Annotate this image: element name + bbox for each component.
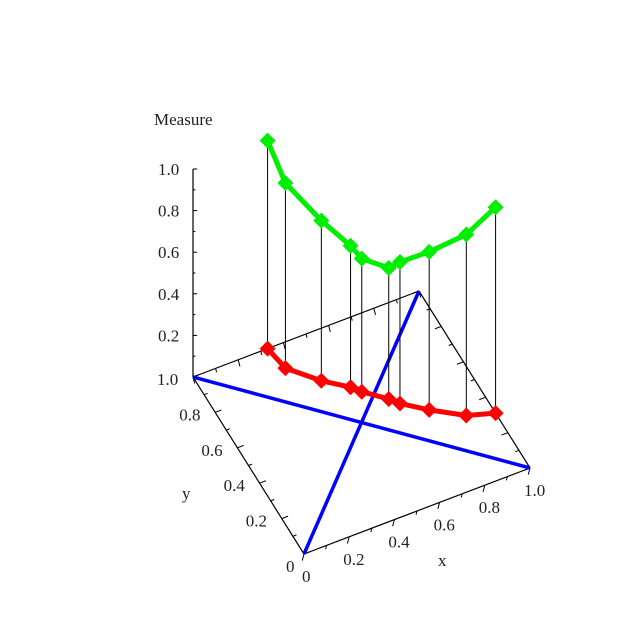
base-series	[259, 340, 504, 424]
y-axis-label: y	[182, 484, 191, 503]
x-back-tick	[260, 351, 263, 356]
z-axis-label: Measure	[154, 110, 213, 129]
measure-marker	[421, 243, 438, 260]
y-tick	[270, 499, 275, 502]
measure-marker	[487, 199, 504, 216]
x-back-tick	[237, 359, 241, 367]
y-back-tick	[434, 325, 442, 330]
measure-marker	[380, 259, 397, 276]
measure-line	[265, 139, 498, 271]
y-back-tick	[501, 432, 508, 436]
x-tick	[346, 536, 350, 544]
x-tick	[370, 528, 373, 533]
y-tick	[281, 515, 289, 520]
z-tick-label: 0.8	[158, 202, 179, 221]
x-axis-label: x	[438, 551, 447, 570]
x-back-tick	[328, 325, 331, 333]
y-tick-label: 0.8	[179, 405, 200, 424]
measure-marker	[391, 254, 408, 271]
tick-labels: 00.20.40.60.81.000.20.40.60.81.00.20.40.…	[157, 160, 545, 586]
base-marker	[421, 401, 438, 418]
y-tick	[215, 409, 222, 413]
x-tick-label: 0.8	[479, 498, 500, 517]
measure-series	[259, 132, 504, 276]
y-tick	[248, 463, 253, 466]
x-tick	[301, 553, 305, 561]
y-tick-label: 0.2	[246, 512, 267, 531]
y-tick	[237, 444, 244, 449]
x-tick-label: 0.2	[343, 550, 364, 569]
x-tick-label: 0.4	[388, 533, 410, 552]
y-back-tick	[448, 343, 453, 346]
z-tick-label: 0.6	[158, 243, 179, 262]
x-tick-label: 1.0	[524, 481, 545, 500]
x-back-tick	[395, 299, 398, 304]
base-marker	[353, 383, 370, 400]
x-tick	[392, 519, 395, 527]
y-back-tick	[479, 396, 486, 401]
measure-marker	[259, 132, 276, 149]
y-tick-label: 0.6	[201, 441, 222, 460]
x-back-tick	[350, 316, 353, 321]
x-tick	[505, 476, 508, 481]
y-tick	[203, 392, 208, 396]
y-tick-label: 1.0	[157, 370, 178, 389]
base-marker	[487, 405, 504, 422]
x-back-tick	[373, 308, 377, 315]
x-back-tick	[282, 342, 286, 350]
x-tick	[460, 493, 463, 498]
x-tick-label: 0	[302, 567, 311, 586]
measure-marker	[353, 250, 370, 267]
y-back-tick	[470, 379, 475, 382]
measure-marker	[277, 175, 294, 192]
x-back-tick	[305, 333, 308, 338]
x-back-tick	[215, 368, 218, 373]
measure-marker	[342, 237, 359, 254]
z-tick-label: 0.2	[158, 326, 179, 345]
y-tick	[226, 428, 231, 431]
x-tick	[325, 545, 328, 550]
x-tick	[437, 502, 441, 510]
y-back-tick	[515, 449, 520, 453]
x-tick	[482, 485, 486, 492]
y-tick	[292, 534, 297, 537]
z-tick-label: 1.0	[158, 160, 179, 179]
base-line	[265, 346, 496, 419]
drop-lines	[267, 140, 497, 416]
x-tick	[415, 510, 418, 515]
diagonal-line	[192, 375, 531, 470]
y-tick-label: 0	[286, 557, 295, 576]
base-marker	[259, 340, 276, 357]
axes	[192, 168, 531, 561]
y-tick	[259, 480, 267, 484]
base-marker	[277, 360, 294, 377]
base-marker	[391, 395, 408, 412]
measure-marker	[458, 226, 475, 243]
base-marker	[313, 372, 330, 389]
z-tick-label: 0.4	[158, 285, 180, 304]
x-tick	[527, 467, 531, 475]
y-back-tick	[456, 361, 464, 365]
x-tick-label: 0.6	[434, 515, 455, 534]
y-tick-label: 0.4	[224, 476, 246, 495]
base-marker	[458, 407, 475, 424]
measure-marker	[313, 212, 330, 229]
